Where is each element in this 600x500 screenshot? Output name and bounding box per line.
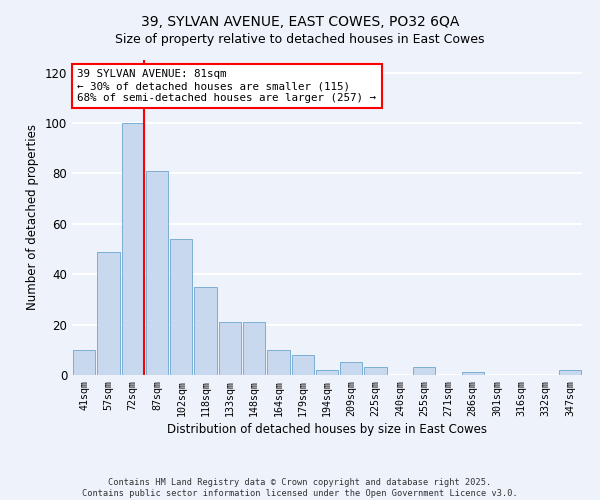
- Text: 39, SYLVAN AVENUE, EAST COWES, PO32 6QA: 39, SYLVAN AVENUE, EAST COWES, PO32 6QA: [141, 15, 459, 29]
- Bar: [97, 252, 119, 375]
- Bar: [243, 322, 265, 375]
- Bar: [461, 372, 484, 375]
- Text: Size of property relative to detached houses in East Cowes: Size of property relative to detached ho…: [115, 32, 485, 46]
- Bar: [218, 322, 241, 375]
- Bar: [267, 350, 290, 375]
- Bar: [364, 368, 387, 375]
- Bar: [413, 368, 436, 375]
- Bar: [292, 355, 314, 375]
- Bar: [340, 362, 362, 375]
- Bar: [559, 370, 581, 375]
- X-axis label: Distribution of detached houses by size in East Cowes: Distribution of detached houses by size …: [167, 423, 487, 436]
- Bar: [194, 287, 217, 375]
- Bar: [316, 370, 338, 375]
- Bar: [73, 350, 95, 375]
- Y-axis label: Number of detached properties: Number of detached properties: [26, 124, 39, 310]
- Bar: [122, 123, 144, 375]
- Bar: [170, 239, 193, 375]
- Text: Contains HM Land Registry data © Crown copyright and database right 2025.
Contai: Contains HM Land Registry data © Crown c…: [82, 478, 518, 498]
- Text: 39 SYLVAN AVENUE: 81sqm
← 30% of detached houses are smaller (115)
68% of semi-d: 39 SYLVAN AVENUE: 81sqm ← 30% of detache…: [77, 70, 376, 102]
- Bar: [146, 171, 168, 375]
